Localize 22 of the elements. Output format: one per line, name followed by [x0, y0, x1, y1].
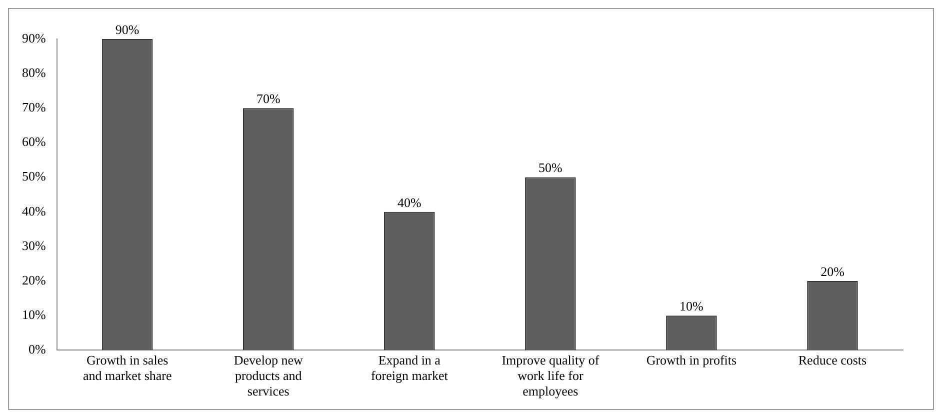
y-tick-label: 0%: [28, 342, 46, 357]
x-tick-label: Develop new products and services: [234, 352, 304, 399]
y-tick-label: 90%: [22, 30, 46, 46]
y-tick-label: 70%: [22, 100, 46, 115]
y-tick-label: 60%: [22, 134, 46, 150]
x-tick-label: Growth in profits: [646, 352, 737, 368]
y-tick-label: 50%: [22, 168, 46, 184]
x-tick-label: Growth in sales and market share: [82, 352, 172, 384]
y-tick-label: 40%: [22, 203, 46, 218]
data-label: 50%: [538, 160, 563, 176]
data-label: 90%: [115, 22, 140, 37]
y-tick-label: 10%: [22, 307, 46, 322]
x-tick-label: Reduce costs: [798, 352, 867, 368]
y-tick-label: 20%: [22, 272, 46, 288]
data-label: 20%: [820, 264, 845, 279]
x-tick-label: Improve quality of work life for employees: [502, 352, 600, 399]
data-label: 40%: [397, 194, 422, 210]
x-tick-label: Expand in a foreign market: [370, 352, 448, 384]
data-label: 10%: [680, 298, 704, 314]
y-tick-label: 30%: [22, 238, 46, 253]
data-label: 70%: [256, 91, 280, 106]
y-tick-label: 80%: [22, 65, 46, 80]
